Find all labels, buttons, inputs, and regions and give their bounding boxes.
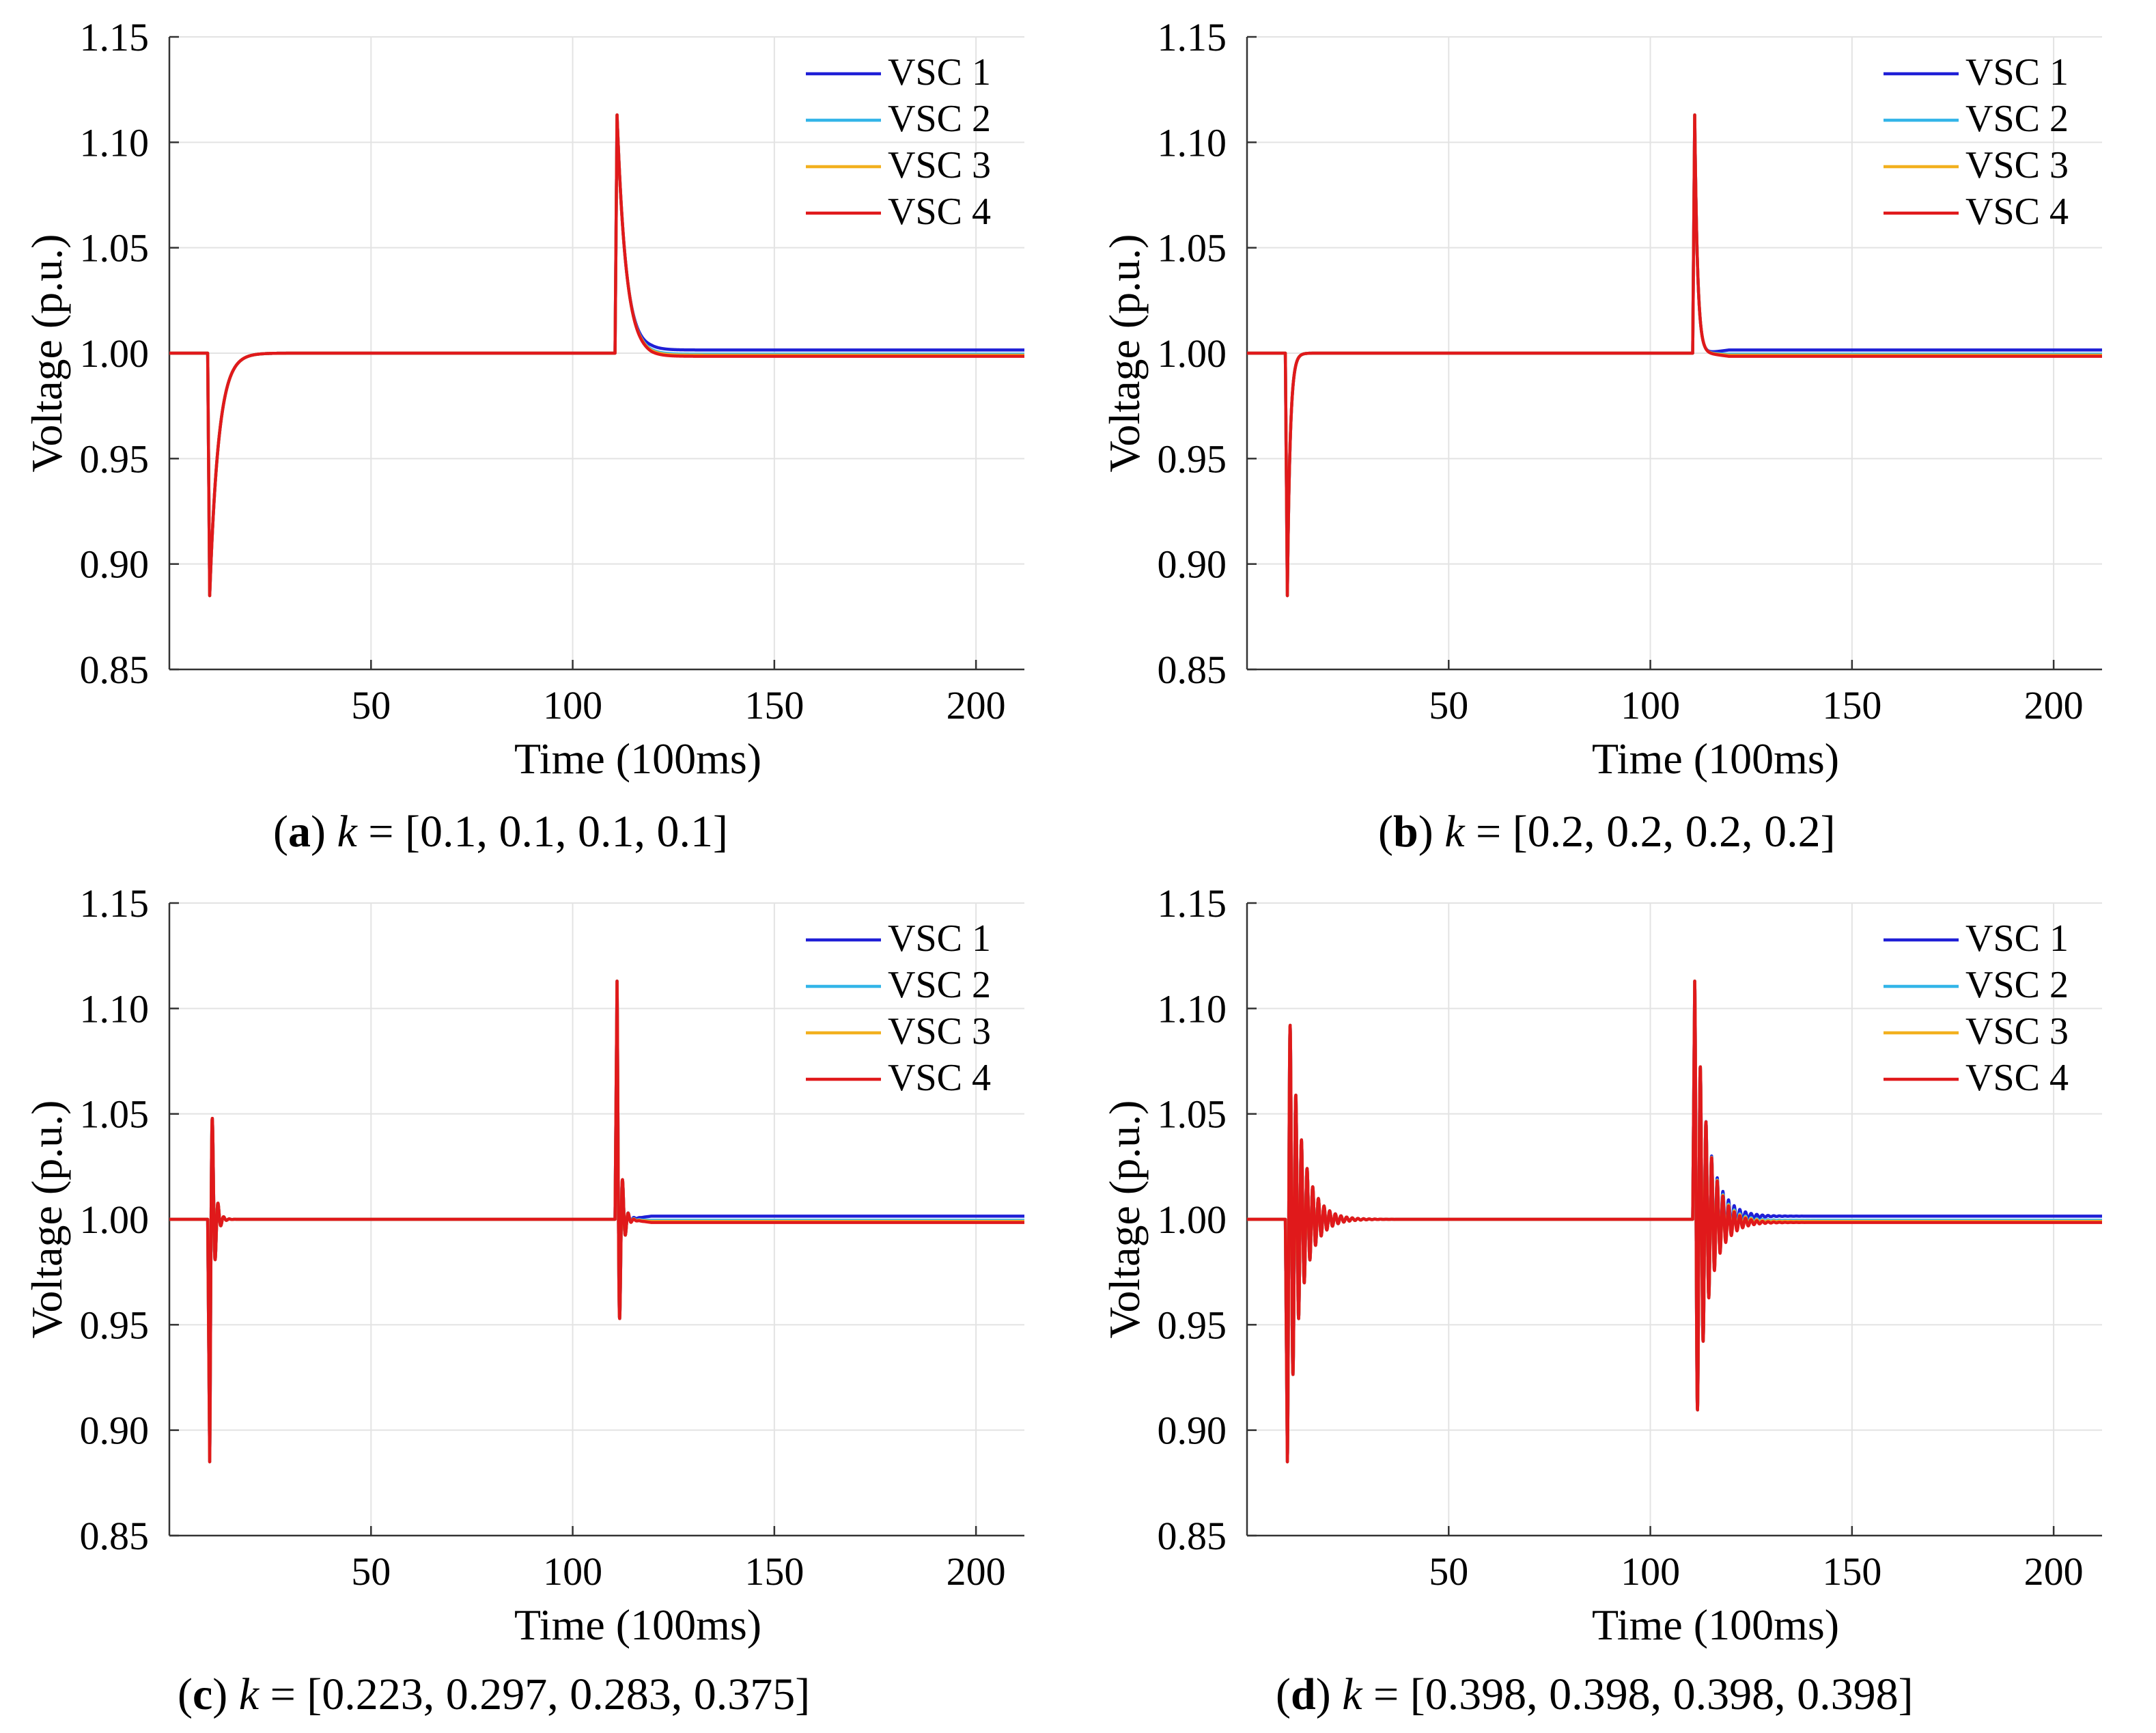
y-tick-label: 1.10 [80,986,150,1031]
y-tick-label: 0.85 [1158,648,1227,692]
legend-label: VSC 3 [1965,1010,2069,1053]
y-tick-label: 1.15 [80,15,150,59]
y-tick-label: 1.05 [1158,226,1227,271]
legend-label: VSC 2 [888,98,991,140]
y-axis-label: Voltage (p.u.) [23,234,71,473]
y-tick-label: 1.05 [1158,1092,1227,1137]
legend-label: VSC 4 [1965,1057,2069,1099]
y-tick-label: 1.05 [80,226,150,271]
panel-caption: (d) k = [0.398, 0.398, 0.398, 0.398] [1276,1669,1914,1719]
y-tick-label: 1.00 [80,331,150,376]
panel-caption: (c) k = [0.223, 0.297, 0.283, 0.375] [178,1669,811,1719]
x-tick-label: 200 [947,683,1006,727]
panel-letter: d [1290,1669,1316,1719]
y-tick-label: 0.85 [80,1514,150,1558]
x-tick-label: 100 [1621,683,1680,727]
chart-svg: 50 100 150 200 0.85 0.90 0.95 1.00 1.05 1.10 1.15 T… [1100,881,2102,1649]
legend-label: VSC 2 [888,964,991,1006]
x-axis-label: Time (100ms) [1592,734,1839,783]
y-axis-label: Voltage (p.u.) [1100,1100,1149,1339]
panel-caption: (b) k = [0.2, 0.2, 0.2, 0.2] [1378,807,1836,857]
x-tick-label: 50 [1429,683,1468,727]
panel-letter: b [1392,807,1418,857]
y-tick-label: 0.95 [1158,1303,1227,1347]
x-tick-label: 200 [2024,1549,2084,1594]
y-axis-label: Voltage (p.u.) [1100,234,1149,473]
y-tick-label: 0.90 [80,1409,150,1453]
x-tick-label: 200 [947,1549,1006,1594]
y-tick-label: 1.05 [80,1092,150,1137]
x-tick-label: 150 [1822,683,1881,727]
y-tick-label: 0.85 [80,648,150,692]
legend-label: VSC 4 [888,191,991,233]
x-tick-label: 200 [2024,683,2084,727]
chart-svg: 50 100 150 200 0.85 0.90 0.95 1.00 1.05 1.10 1.15 T… [23,881,1024,1649]
x-tick-label: 150 [744,683,804,727]
y-tick-label: 0.95 [80,436,150,481]
x-tick-label: 100 [543,683,602,727]
legend-label: VSC 1 [1965,917,2069,960]
y-axis-label: Voltage (p.u.) [23,1100,71,1339]
legend-label: VSC 1 [1965,51,2069,94]
chart-panel-d: 50 100 150 200 0.85 0.90 0.95 1.00 1.05 1.10 1.15 T… [1078,866,2155,1732]
caption-equation: = [0.1, 0.1, 0.1, 0.1] [356,807,728,857]
legend-label: VSC 1 [888,51,991,94]
x-tick-label: 100 [543,1549,602,1594]
series-line-4 [1247,113,2102,598]
series-line-4 [169,979,1024,1464]
y-tick-label: 1.15 [1158,15,1227,59]
series-line-4 [169,113,1024,598]
x-tick-label: 150 [744,1549,804,1594]
chart-panel-b: 50 100 150 200 0.85 0.90 0.95 1.00 1.05 1.10 1.15 T… [1078,0,2155,866]
legend-label: VSC 3 [1965,144,2069,186]
legend-label: VSC 3 [888,1010,991,1053]
y-tick-label: 0.85 [1158,1514,1227,1558]
panel-letter: c [192,1669,213,1719]
y-tick-label: 0.90 [1158,542,1227,587]
legend-label: VSC 4 [888,1057,991,1099]
legend-label: VSC 3 [888,144,991,186]
x-tick-label: 50 [351,1549,391,1594]
x-tick-label: 150 [1822,1549,1881,1594]
k-symbol: k [1342,1669,1362,1719]
panel-caption: (a) k = [0.1, 0.1, 0.1, 0.1] [273,807,728,857]
y-tick-label: 0.90 [1158,1409,1227,1453]
y-tick-label: 1.10 [80,120,150,165]
y-tick-label: 1.00 [80,1197,150,1242]
chart-panel-c: 50 100 150 200 0.85 0.90 0.95 1.00 1.05 1.10 1.15 T… [0,866,1078,1732]
k-symbol: k [238,1669,260,1719]
x-axis-label: Time (100ms) [514,1600,761,1649]
y-tick-label: 0.95 [80,1303,150,1347]
y-tick-label: 0.90 [80,542,150,587]
legend-label: VSC 2 [1965,98,2069,140]
y-tick-label: 1.00 [1158,331,1227,376]
x-axis-label: Time (100ms) [1592,1600,1839,1649]
series-line-4 [1247,979,2102,1464]
y-tick-label: 1.00 [1158,1197,1227,1242]
chart-svg: 50 100 150 200 0.85 0.90 0.95 1.00 1.05 1.10 1.15 T… [23,15,1024,783]
x-axis-label: Time (100ms) [514,734,761,783]
k-symbol: k [1444,807,1465,857]
y-tick-label: 0.95 [1158,436,1227,481]
caption-equation: = [0.2, 0.2, 0.2, 0.2] [1464,807,1836,857]
x-tick-label: 50 [1429,1549,1468,1594]
legend-label: VSC 4 [1965,191,2069,233]
y-tick-label: 1.10 [1158,120,1227,165]
y-tick-label: 1.15 [1158,881,1227,926]
caption-equation: = [0.223, 0.297, 0.283, 0.375] [259,1669,811,1719]
x-tick-label: 50 [351,683,391,727]
y-tick-label: 1.15 [80,881,150,926]
caption-equation: = [0.398, 0.398, 0.398, 0.398] [1362,1669,1914,1719]
chart-panel-a: 50 100 150 200 0.85 0.90 0.95 1.00 1.05 1.10 1.15 T… [0,0,1078,866]
y-tick-label: 1.10 [1158,986,1227,1031]
legend-label: VSC 1 [888,917,991,960]
legend-label: VSC 2 [1965,964,2069,1006]
chart-svg: 50 100 150 200 0.85 0.90 0.95 1.00 1.05 1.10 1.15 T… [1100,15,2102,783]
k-symbol: k [337,807,357,857]
x-tick-label: 100 [1621,1549,1680,1594]
panel-letter: a [288,807,311,857]
